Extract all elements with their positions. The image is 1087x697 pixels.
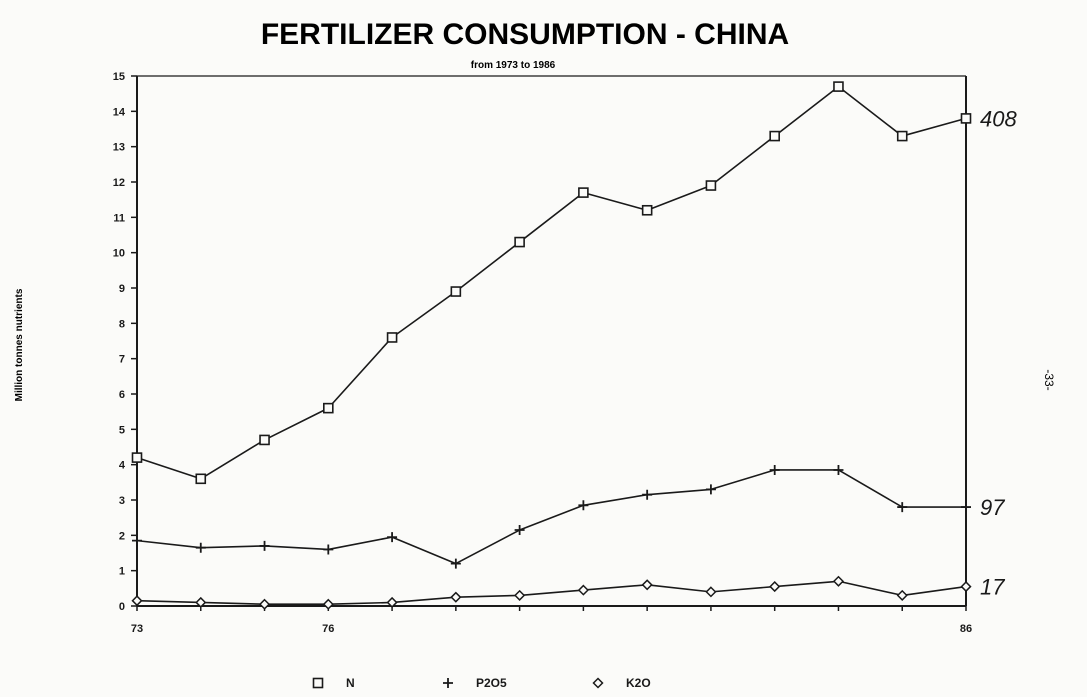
y-axis-label: Million tonnes nutrients xyxy=(14,288,25,401)
data-point-k2o xyxy=(322,598,334,610)
y-tick-label: 8 xyxy=(119,318,125,330)
y-tick-label: 6 xyxy=(119,389,125,401)
data-point-p2o5 xyxy=(642,489,653,500)
data-point-k2o xyxy=(258,598,271,610)
y-tick-label: 1 xyxy=(119,566,125,578)
data-point-n xyxy=(386,332,398,343)
end-annotation-n: 408 xyxy=(980,106,1017,131)
series-line-n xyxy=(136,85,967,480)
y-tick-label: 4 xyxy=(119,460,126,472)
y-tick-label: 10 xyxy=(113,248,125,260)
end-annotation-k2o: 17 xyxy=(980,575,1005,600)
chart-title: FERTILIZER CONSUMPTION - CHINA xyxy=(261,18,789,51)
y-tick-label: 15 xyxy=(113,71,125,83)
legend-label-n: N xyxy=(346,676,355,690)
y-tick-label: 12 xyxy=(113,177,125,189)
data-point-p2o5 xyxy=(705,484,716,495)
x-tick-label: 73 xyxy=(131,623,143,635)
x-tick-label: 76 xyxy=(322,623,334,635)
data-point-k2o xyxy=(641,579,653,591)
data-point-n xyxy=(450,286,462,297)
y-tick-label: 3 xyxy=(119,495,125,507)
y-tick-label: 5 xyxy=(119,424,125,436)
end-annotation-p2o5: 97 xyxy=(980,495,1005,520)
data-point-k2o xyxy=(769,581,781,593)
data-point-k2o xyxy=(131,595,143,607)
x-tick-label: 86 xyxy=(960,623,972,635)
data-point-k2o xyxy=(450,591,462,603)
legend-label-k2o: K2O xyxy=(626,676,651,690)
data-point-p2o5 xyxy=(323,544,334,555)
data-point-n xyxy=(960,113,972,124)
data-point-k2o xyxy=(960,581,972,593)
legend-marker-p2o5 xyxy=(443,678,453,688)
data-point-n xyxy=(323,402,334,414)
series-line-p2o5 xyxy=(136,469,966,565)
data-point-k2o xyxy=(832,575,845,587)
y-tick-label: 14 xyxy=(113,106,126,118)
y-tick-label: 7 xyxy=(119,354,125,366)
data-point-n xyxy=(641,204,653,216)
data-point-p2o5 xyxy=(897,502,908,513)
data-point-k2o xyxy=(514,589,526,601)
data-point-p2o5 xyxy=(833,464,844,475)
data-point-n xyxy=(769,130,780,142)
data-point-n xyxy=(896,130,908,142)
data-point-p2o5 xyxy=(961,502,971,513)
data-point-n xyxy=(514,236,525,248)
y-tick-label: 2 xyxy=(119,530,125,542)
data-point-p2o5 xyxy=(195,542,206,553)
data-point-n xyxy=(195,473,207,485)
data-point-p2o5 xyxy=(132,535,142,546)
data-point-k2o xyxy=(195,596,207,609)
data-point-p2o5 xyxy=(769,464,780,475)
data-point-n xyxy=(833,81,844,92)
legend-marker-n xyxy=(312,677,324,689)
data-point-n xyxy=(705,180,717,191)
legend-label-p2o5: P2O5 xyxy=(476,676,507,690)
data-point-k2o xyxy=(386,596,398,609)
data-point-n xyxy=(131,452,143,463)
data-point-n xyxy=(259,434,270,446)
data-point-p2o5 xyxy=(578,500,589,511)
data-point-p2o5 xyxy=(450,558,461,569)
data-point-n xyxy=(578,187,589,198)
y-tick-label: 13 xyxy=(113,142,125,154)
y-tick-label: 0 xyxy=(119,601,125,613)
page-number: -33- xyxy=(1042,369,1056,390)
data-point-k2o xyxy=(577,584,589,596)
data-point-p2o5 xyxy=(514,525,525,536)
y-tick-label: 9 xyxy=(119,283,125,295)
data-point-k2o xyxy=(896,589,908,601)
legend: N P2O5 K2O xyxy=(312,676,651,690)
chart-subtitle: from 1973 to 1986 xyxy=(471,60,556,71)
data-point-p2o5 xyxy=(259,540,270,551)
series-line-k2o xyxy=(136,580,967,606)
y-tick-label: 11 xyxy=(113,212,125,224)
legend-marker-k2o xyxy=(592,677,604,689)
data-point-p2o5 xyxy=(387,532,398,543)
data-point-k2o xyxy=(705,586,717,598)
